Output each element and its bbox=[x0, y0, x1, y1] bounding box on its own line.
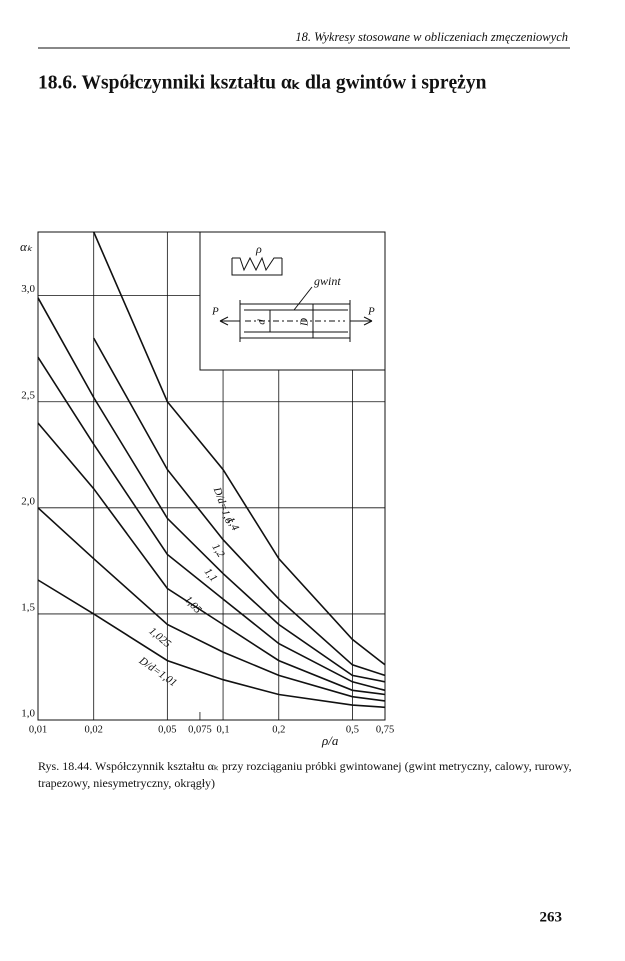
curve bbox=[37, 507, 386, 702]
inset-box bbox=[199, 231, 386, 371]
curve-label: 1,05 bbox=[182, 594, 204, 617]
y-tick-label: 3,0 bbox=[21, 283, 35, 295]
x-tick-label: 0,075 bbox=[188, 724, 212, 735]
inset-label: D bbox=[299, 318, 311, 327]
curve-label: 1,1 bbox=[202, 566, 220, 584]
inset-label: ρ bbox=[255, 242, 262, 256]
inset-label: P bbox=[211, 306, 219, 318]
y-tick-label: 1,5 bbox=[21, 601, 35, 613]
page-number: 263 bbox=[540, 909, 563, 925]
force-arrows bbox=[219, 316, 373, 326]
y-axis-label: αₖ bbox=[20, 239, 33, 254]
curve-label: 1,4 bbox=[224, 515, 241, 533]
curve-label: 1,2 bbox=[209, 542, 227, 560]
inset-diagram: ρ gwint P P d D bbox=[199, 231, 386, 371]
x-tick-label: 0,75 bbox=[376, 724, 394, 735]
x-tick-label: 0,5 bbox=[346, 724, 359, 735]
curve bbox=[37, 422, 386, 696]
x-tick-label: 0,05 bbox=[158, 724, 176, 735]
curve bbox=[93, 337, 386, 677]
running-header: 18. Wykresy stosowane w obliczeniach zmę… bbox=[295, 30, 568, 44]
x-tick-label: 0,01 bbox=[29, 724, 47, 735]
curve-label: D/d=1,01 bbox=[136, 654, 179, 689]
x-axis-label: ρ/a bbox=[321, 733, 339, 748]
inset-label: gwint bbox=[314, 274, 341, 288]
specimen bbox=[240, 303, 350, 339]
curve bbox=[37, 579, 386, 709]
inset-label: d bbox=[256, 319, 268, 325]
y-tick-label: 2,0 bbox=[21, 495, 35, 507]
curve bbox=[37, 356, 386, 692]
x-tick-label: 0,02 bbox=[85, 724, 103, 735]
x-tick-label: 0,2 bbox=[272, 724, 285, 735]
section-title: 18.6. Współczynniki kształtu αₖ dla gwin… bbox=[38, 72, 487, 93]
curve-label: 1,025 bbox=[146, 625, 173, 650]
thread-leader bbox=[293, 286, 313, 311]
curve bbox=[37, 297, 386, 683]
inset-label: P bbox=[367, 306, 375, 318]
x-tick-label: 0,1 bbox=[216, 724, 229, 735]
y-tick-label: 1,0 bbox=[21, 708, 35, 720]
thread-profile bbox=[231, 256, 283, 276]
y-tick-label: 2,5 bbox=[21, 389, 35, 401]
figure-caption: Rys. 18.44. Współczynnik kształtu αₖ prz… bbox=[38, 759, 572, 790]
curve bbox=[92, 231, 386, 666]
